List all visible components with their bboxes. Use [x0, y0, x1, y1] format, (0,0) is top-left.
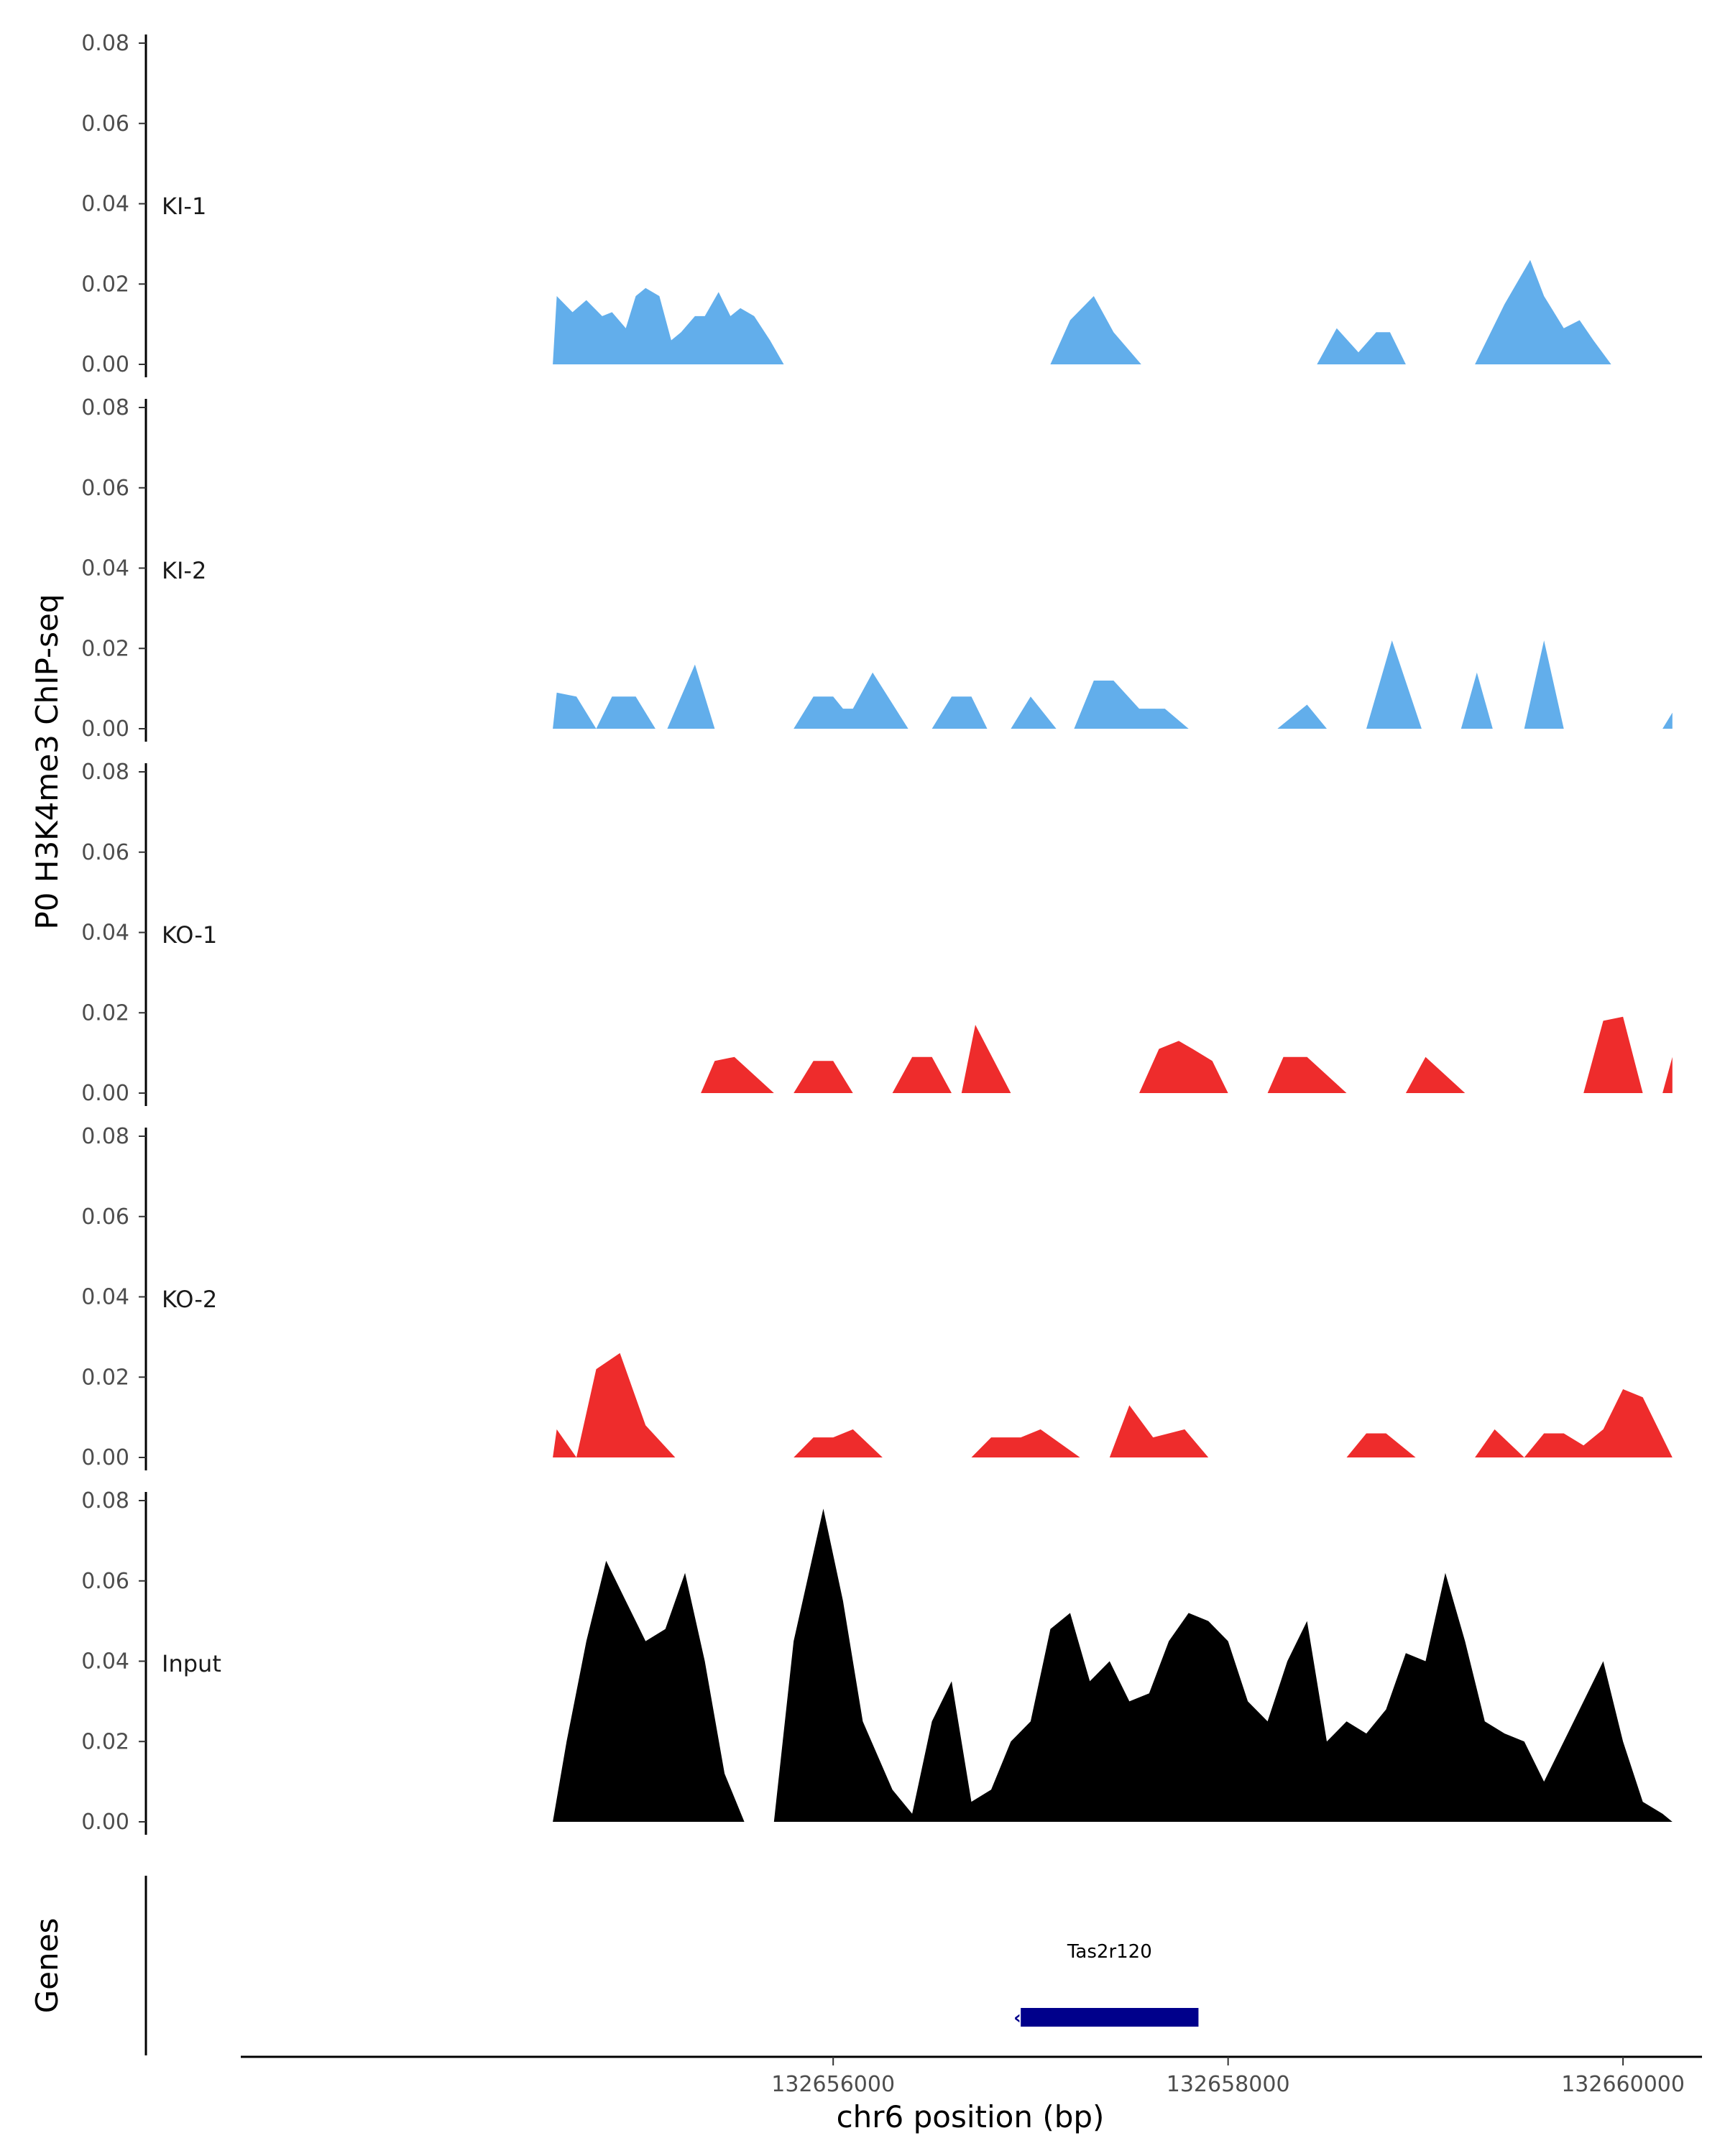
y-tick-label: 0.04	[81, 921, 129, 946]
y-tick-label: 0.00	[81, 717, 129, 742]
track-ko-2: 0.00 0.02 0.04 0.06 0.08 KO-2	[81, 1124, 1673, 1470]
gene-strand-arrow: ‹	[1013, 2007, 1021, 2029]
x-axis-title: chr6 position (bp)	[837, 2099, 1105, 2134]
y-tick-label: 0.00	[81, 1810, 129, 1835]
y-tick-label: 0.06	[81, 840, 129, 865]
y-tick-label: 0.06	[81, 1569, 129, 1594]
genes-axis-title: Genes	[29, 1918, 65, 2014]
y-tick-label: 0.04	[81, 1285, 129, 1310]
y-tick-label: 0.08	[81, 1488, 129, 1514]
y-tick-label: 0.02	[81, 1365, 129, 1390]
signal-area-ki-2	[553, 640, 1673, 729]
x-tick-label: 132660000	[1561, 2072, 1685, 2097]
track-ki-1: 0.00 0.02 0.04 0.06 0.08 KI-1	[81, 31, 1611, 377]
signal-area-ko-2	[553, 1353, 1673, 1457]
track-ki-2: 0.00 0.02 0.04 0.06 0.08 KI-2	[81, 395, 1673, 742]
signal-area-ko-1	[701, 1016, 1673, 1093]
y-tick-label: 0.02	[81, 1729, 129, 1754]
signal-area-input	[553, 1508, 1673, 1822]
signal-tracks: 0.00 0.02 0.04 0.06 0.08 KI-1 0.00 0.02 0.04 0.06…	[81, 31, 1673, 1835]
track-input: 0.00 0.02 0.04 0.06 0.08 Input	[81, 1488, 1673, 1835]
y-tick-label: 0.02	[81, 272, 129, 297]
x-tick-label: 132656000	[771, 2072, 895, 2097]
track-label: Input	[162, 1650, 221, 1677]
y-tick-label: 0.02	[81, 1000, 129, 1026]
track-label: KO-1	[162, 921, 217, 949]
y-tick-label: 0.06	[81, 476, 129, 501]
gene-body	[1021, 2008, 1199, 2027]
y-tick-label: 0.08	[81, 395, 129, 420]
y-tick-label: 0.06	[81, 111, 129, 137]
y-tick-label: 0.04	[81, 1649, 129, 1674]
y-tick-label: 0.04	[81, 192, 129, 217]
y-axis-title: P0 H3K4me3 ChIP-seq	[29, 594, 65, 929]
y-tick-label: 0.04	[81, 556, 129, 581]
y-tick-label: 0.00	[81, 352, 129, 377]
signal-area-ki-1	[553, 259, 1611, 364]
track-label: KI-1	[162, 193, 206, 220]
gene-label: Tas2r120	[1067, 1941, 1152, 1963]
x-axis: 132656000 132658000 132660000	[241, 2055, 1702, 2097]
y-tick-label: 0.00	[81, 1081, 129, 1106]
track-label: KI-2	[162, 557, 206, 584]
y-tick-label: 0.08	[81, 31, 129, 56]
y-tick-label: 0.06	[81, 1204, 129, 1230]
genes-panel: Genes Tas2r120 ‹	[29, 1876, 1199, 2055]
x-tick-label: 132658000	[1167, 2072, 1290, 2097]
track-ko-1: 0.00 0.02 0.04 0.06 0.08 KO-1	[81, 760, 1673, 1106]
y-tick-label: 0.02	[81, 636, 129, 661]
y-tick-label: 0.08	[81, 760, 129, 785]
y-tick-label: 0.00	[81, 1445, 129, 1470]
track-label: KO-2	[162, 1286, 217, 1313]
y-tick-label: 0.08	[81, 1124, 129, 1149]
